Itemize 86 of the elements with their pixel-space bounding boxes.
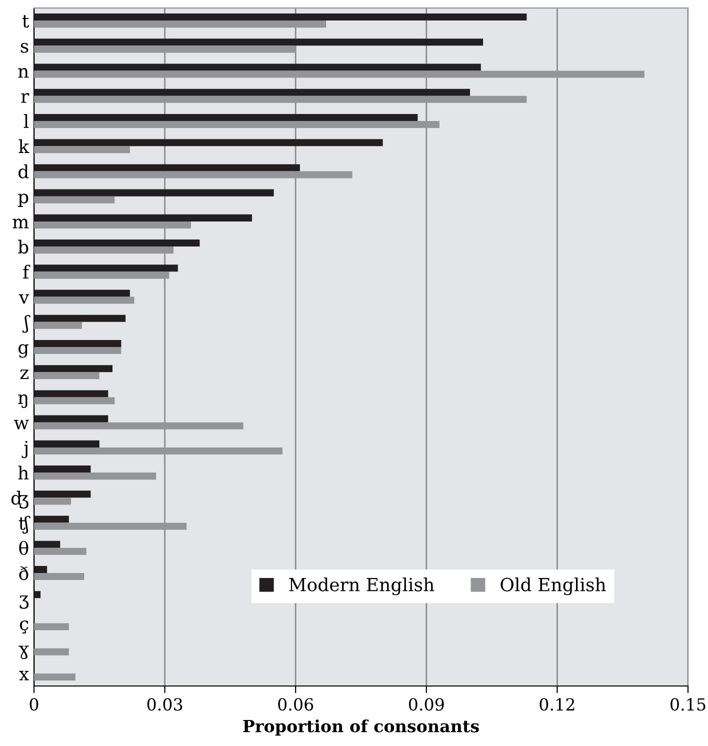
bar (34, 290, 130, 297)
bar (34, 46, 296, 53)
bar (34, 272, 170, 279)
bar (34, 14, 527, 21)
bar (34, 121, 440, 128)
bar (34, 139, 383, 146)
x-tick-label: 0.09 (408, 698, 444, 711)
bar (34, 548, 86, 555)
y-tick-label: l (24, 114, 29, 128)
bar (34, 214, 252, 222)
bar (34, 221, 191, 228)
bar (34, 372, 100, 380)
bar (34, 440, 100, 448)
y-tick-label: ʤ (11, 490, 28, 509)
bar (34, 38, 484, 46)
x-tick-label: 0 (30, 698, 38, 711)
bar (34, 164, 300, 172)
bar (34, 340, 122, 347)
bar (34, 240, 200, 247)
bar (34, 20, 326, 28)
bar (34, 623, 69, 630)
y-tick-label: n (18, 68, 29, 78)
y-tick-label: ʃ (22, 315, 30, 333)
bar (34, 70, 644, 78)
bar (34, 114, 418, 121)
bar (34, 390, 108, 398)
bar (34, 566, 48, 573)
bar (34, 397, 115, 404)
y-tick-label: b (18, 240, 28, 254)
x-tick-label: 0.03 (147, 698, 182, 711)
y-tick-label: ʒ (20, 595, 29, 609)
bar (34, 296, 134, 304)
bar (34, 196, 115, 204)
bar (34, 522, 187, 530)
bar (34, 673, 76, 680)
x-tick-label: 0.12 (540, 698, 574, 711)
bar (34, 540, 60, 548)
y-tick-label: ç (20, 620, 28, 634)
y-tick-label: x (19, 670, 29, 680)
bar (34, 591, 41, 598)
bar (34, 246, 174, 254)
y-tick-label: f (23, 264, 30, 279)
bar (34, 516, 69, 523)
y-tick-label: r (21, 93, 30, 103)
bar (34, 64, 481, 71)
legend-label: Modern English (289, 577, 434, 596)
x-tick-label: 0.06 (278, 698, 314, 711)
bar (34, 322, 82, 329)
x-tick-label: 0.15 (670, 698, 706, 711)
y-tick-label: s (20, 42, 28, 53)
bar (34, 88, 470, 96)
bar (34, 415, 108, 422)
bar (34, 146, 130, 154)
y-tick-label: k (18, 139, 30, 153)
y-tick-label: z (20, 370, 28, 379)
y-tick-label: p (18, 194, 28, 207)
bar (34, 472, 156, 480)
y-tick-label: t (22, 15, 29, 28)
bar (34, 264, 178, 272)
y-tick-label: ŋ (18, 394, 28, 408)
y-tick-label: ɣ (18, 646, 29, 660)
bar (34, 189, 274, 196)
y-tick-label: m (12, 218, 29, 228)
bar (34, 490, 91, 498)
bar (34, 422, 244, 430)
y-tick-label: h (18, 466, 29, 480)
bar (34, 96, 527, 103)
x-axis-title: Proportion of consonants (243, 719, 479, 736)
y-tick-label: j (22, 440, 28, 458)
bar (34, 171, 352, 178)
bar (34, 347, 122, 354)
y-tick-label: d (18, 164, 29, 178)
legend-label: Old English (500, 577, 606, 596)
bar (34, 573, 84, 580)
bar (34, 365, 112, 372)
y-tick-label: ʧ (18, 516, 30, 534)
bar (34, 447, 283, 454)
bar (34, 466, 91, 473)
y-tick-label: θ (19, 540, 28, 555)
bar (34, 314, 126, 322)
y-tick-label: v (18, 294, 30, 304)
y-tick-label: w (14, 420, 29, 430)
bar (34, 648, 69, 656)
y-tick-label: ð (19, 566, 28, 580)
bar (34, 498, 72, 505)
y-tick-label: g (18, 344, 29, 358)
